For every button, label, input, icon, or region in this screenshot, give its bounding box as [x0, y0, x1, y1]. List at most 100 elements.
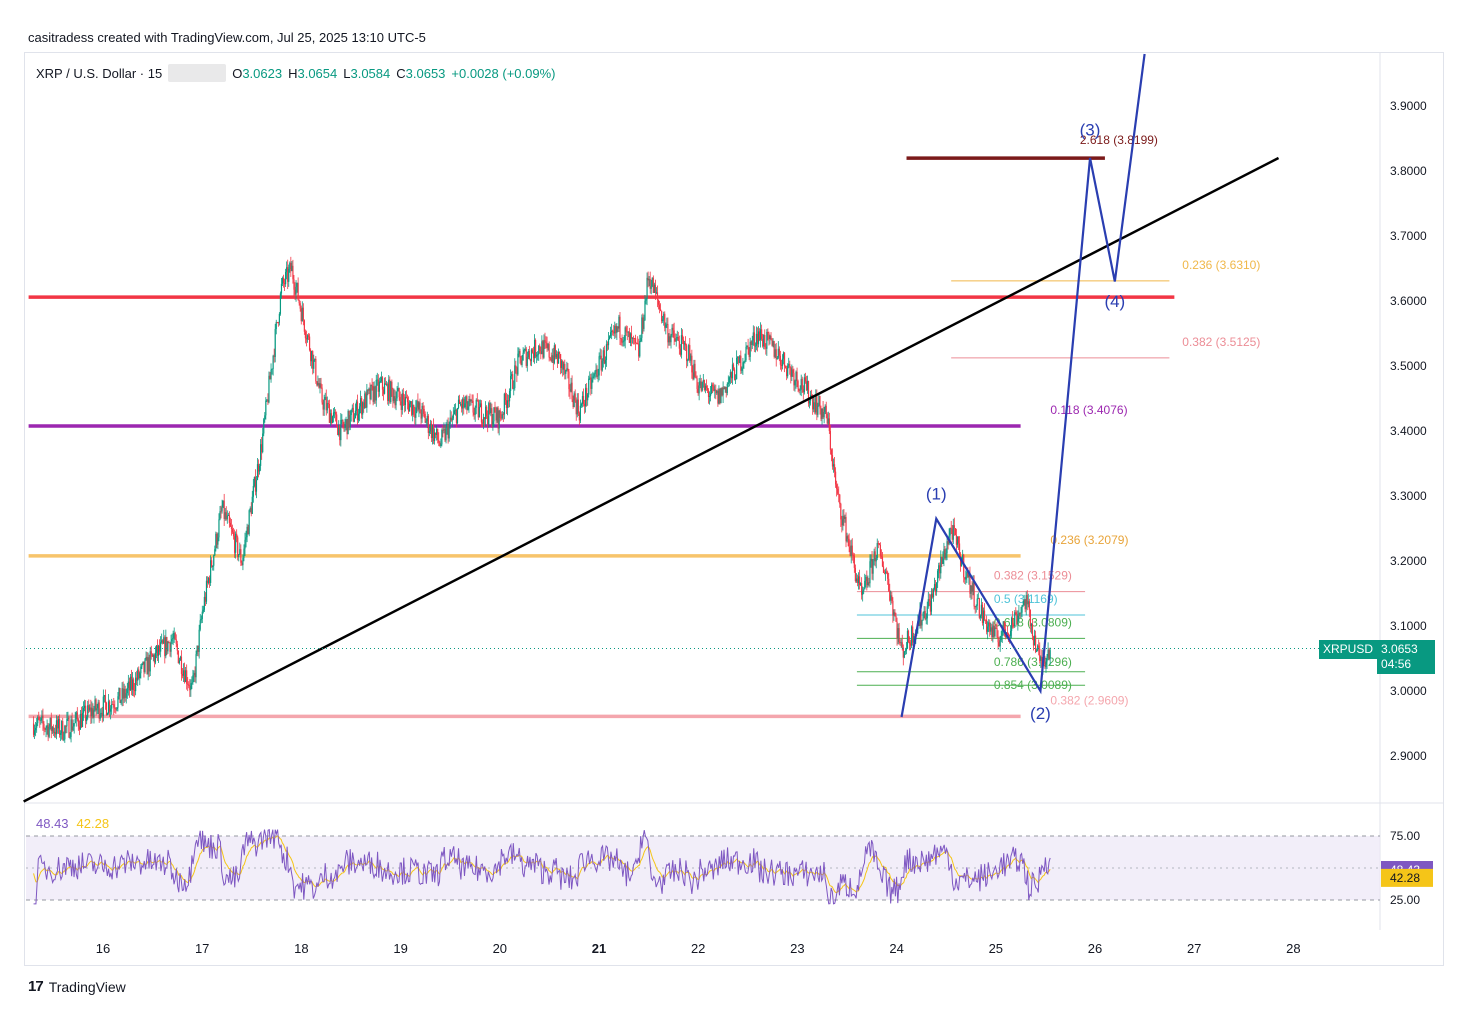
candle-body [255, 480, 258, 492]
candles-group [32, 256, 1051, 743]
candle-body [254, 476, 257, 492]
candle-body [430, 423, 433, 439]
candle-body [808, 400, 811, 404]
tradingview-brand[interactable]: 17 TradingView [28, 978, 126, 995]
candle-body [363, 402, 365, 409]
symbol-label[interactable]: XRP / U.S. Dollar · 15 [36, 65, 163, 81]
candle-body [1003, 621, 1005, 629]
candle-body [829, 431, 831, 450]
candle-body [872, 559, 874, 574]
candle-body [214, 549, 216, 556]
candle-body [311, 351, 313, 362]
trendline[interactable] [23, 156, 1280, 803]
candle-body [221, 507, 223, 512]
candle-body [1015, 612, 1017, 615]
rsi-line [33, 828, 1051, 905]
candle-body [667, 324, 669, 343]
candle-body [351, 407, 353, 410]
candle-body [853, 555, 855, 568]
candle-body [239, 549, 241, 555]
candle-body [889, 590, 891, 601]
candle-body [407, 402, 410, 412]
candle-body [220, 511, 222, 513]
candle-body [729, 372, 731, 378]
candle-body [466, 396, 468, 410]
candle-body [731, 364, 734, 379]
candle-body [556, 354, 559, 364]
candle-body [888, 578, 890, 591]
candle-body [621, 338, 623, 343]
candle-body [413, 404, 415, 414]
candle-body [258, 465, 261, 472]
candle-body [477, 400, 479, 418]
candle-body [929, 600, 931, 612]
candle-body [435, 432, 437, 435]
candle-body [193, 672, 195, 676]
candle-body [618, 316, 620, 329]
elliott-wave-path[interactable] [900, 53, 1146, 718]
candle-body [523, 350, 525, 353]
candle-body [438, 439, 440, 443]
candle-body [164, 637, 166, 657]
candle-body [598, 356, 600, 376]
x-tick-label: 18 [294, 941, 308, 956]
candle-body [740, 355, 742, 371]
candle-body [81, 713, 84, 727]
candle-body [753, 332, 755, 346]
candle-body [154, 652, 157, 663]
candle-body [283, 283, 286, 285]
candle-body [814, 402, 816, 413]
candle-body [465, 396, 467, 404]
candle-body [651, 277, 653, 287]
candle-body [150, 651, 152, 654]
candle-body [94, 699, 96, 711]
candle-body [321, 387, 323, 403]
candle-body [710, 393, 712, 396]
low-value: 3.0584 [350, 65, 391, 81]
candle-body [395, 398, 397, 406]
candle-body [524, 348, 526, 351]
candle-body [754, 345, 756, 347]
candle-body [538, 345, 540, 355]
candle-body [514, 365, 516, 389]
candle-body [1014, 612, 1016, 627]
candle-body [882, 566, 885, 573]
candle-body [900, 642, 902, 644]
candle-body [834, 471, 837, 485]
candle-body [974, 606, 976, 608]
candle-body [831, 455, 834, 467]
fib-level-label: 0.786 (3.0296) [994, 655, 1072, 669]
candle-body [637, 343, 639, 344]
candle-body [266, 399, 268, 401]
candle-body [913, 635, 915, 643]
candle-body [62, 721, 64, 740]
candle-body [441, 429, 443, 445]
candle-body [812, 396, 814, 410]
x-tick-label: 25 [989, 941, 1003, 956]
candle-body [580, 403, 583, 406]
candle-body [764, 334, 766, 347]
candle-body [412, 404, 414, 415]
candle-body [881, 556, 884, 567]
candle-body [299, 303, 301, 309]
candle-body [35, 727, 37, 731]
candle-body [720, 388, 722, 404]
candle-body [703, 379, 705, 390]
candle-body [583, 403, 586, 407]
candle-body [276, 321, 278, 323]
candle-body [382, 389, 385, 394]
candle-body [478, 406, 480, 418]
x-tick-label: 26 [1088, 941, 1102, 956]
candle-body [127, 681, 129, 688]
candle-body [57, 718, 60, 729]
candle-body [868, 582, 870, 584]
candle-body [399, 397, 401, 402]
candle-body [625, 327, 627, 332]
candle-body [603, 350, 605, 364]
candle-body [243, 548, 245, 558]
candle-body [126, 687, 128, 694]
candle-body [905, 648, 908, 651]
x-tick-label: 16 [96, 941, 110, 956]
candle-body [226, 515, 228, 520]
